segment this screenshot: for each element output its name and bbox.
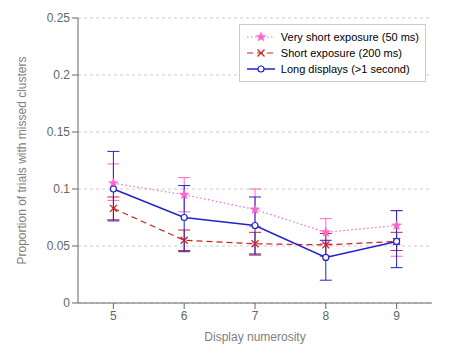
svg-text:0.2: 0.2: [53, 68, 70, 82]
html-text:Very short exposure (50 ms): Very short exposure (50 ms): [280, 31, 419, 43]
svg-text:6: 6: [181, 309, 188, 323]
svg-text:Proportion of trials with miss: Proportion of trials with missed cluster…: [15, 56, 29, 264]
svg-text:5: 5: [110, 309, 117, 323]
svg-text:0.25: 0.25: [47, 11, 71, 25]
html-text:Long displays (>1 second): Long displays (>1 second): [280, 63, 410, 75]
svg-text:9: 9: [393, 309, 400, 323]
svg-text:Display numerosity: Display numerosity: [204, 330, 305, 344]
svg-text:0.05: 0.05: [47, 239, 71, 253]
svg-text:0.15: 0.15: [47, 125, 71, 139]
svg-text:7: 7: [252, 309, 259, 323]
svg-text:0.1: 0.1: [53, 182, 70, 196]
html-text:Short exposure (200 ms): Short exposure (200 ms): [280, 47, 402, 59]
svg-text:8: 8: [322, 309, 329, 323]
svg-text:0: 0: [63, 296, 70, 310]
